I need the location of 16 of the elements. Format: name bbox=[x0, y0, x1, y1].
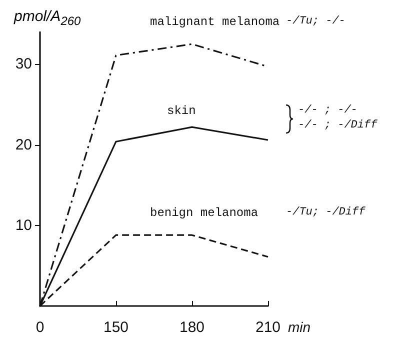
x-tick-label: 180 bbox=[179, 319, 205, 336]
text: -/- ; -/- bbox=[298, 104, 358, 117]
x-axis-title: min bbox=[288, 319, 311, 335]
x-tick-label: 210 bbox=[255, 319, 281, 336]
y-tick-label: 30 bbox=[15, 56, 32, 73]
x-tick-label: 0 bbox=[36, 319, 44, 336]
text: -/- ; -/Diff bbox=[298, 120, 378, 132]
series-label: skin bbox=[167, 104, 196, 118]
text: -/Tu; -/Diff bbox=[286, 206, 366, 219]
series-label: malignant melanoma bbox=[150, 15, 280, 30]
y-tick-label: 10 bbox=[15, 216, 32, 234]
series-label: benign melanoma bbox=[150, 206, 258, 220]
y-axis-title: pmol/A$_{260}$ bbox=[14, 8, 81, 28]
x-tick-label: 150 bbox=[103, 319, 129, 336]
y-tick-label: 20 bbox=[15, 136, 32, 154]
text: -/Tu; -/- bbox=[286, 16, 346, 28]
